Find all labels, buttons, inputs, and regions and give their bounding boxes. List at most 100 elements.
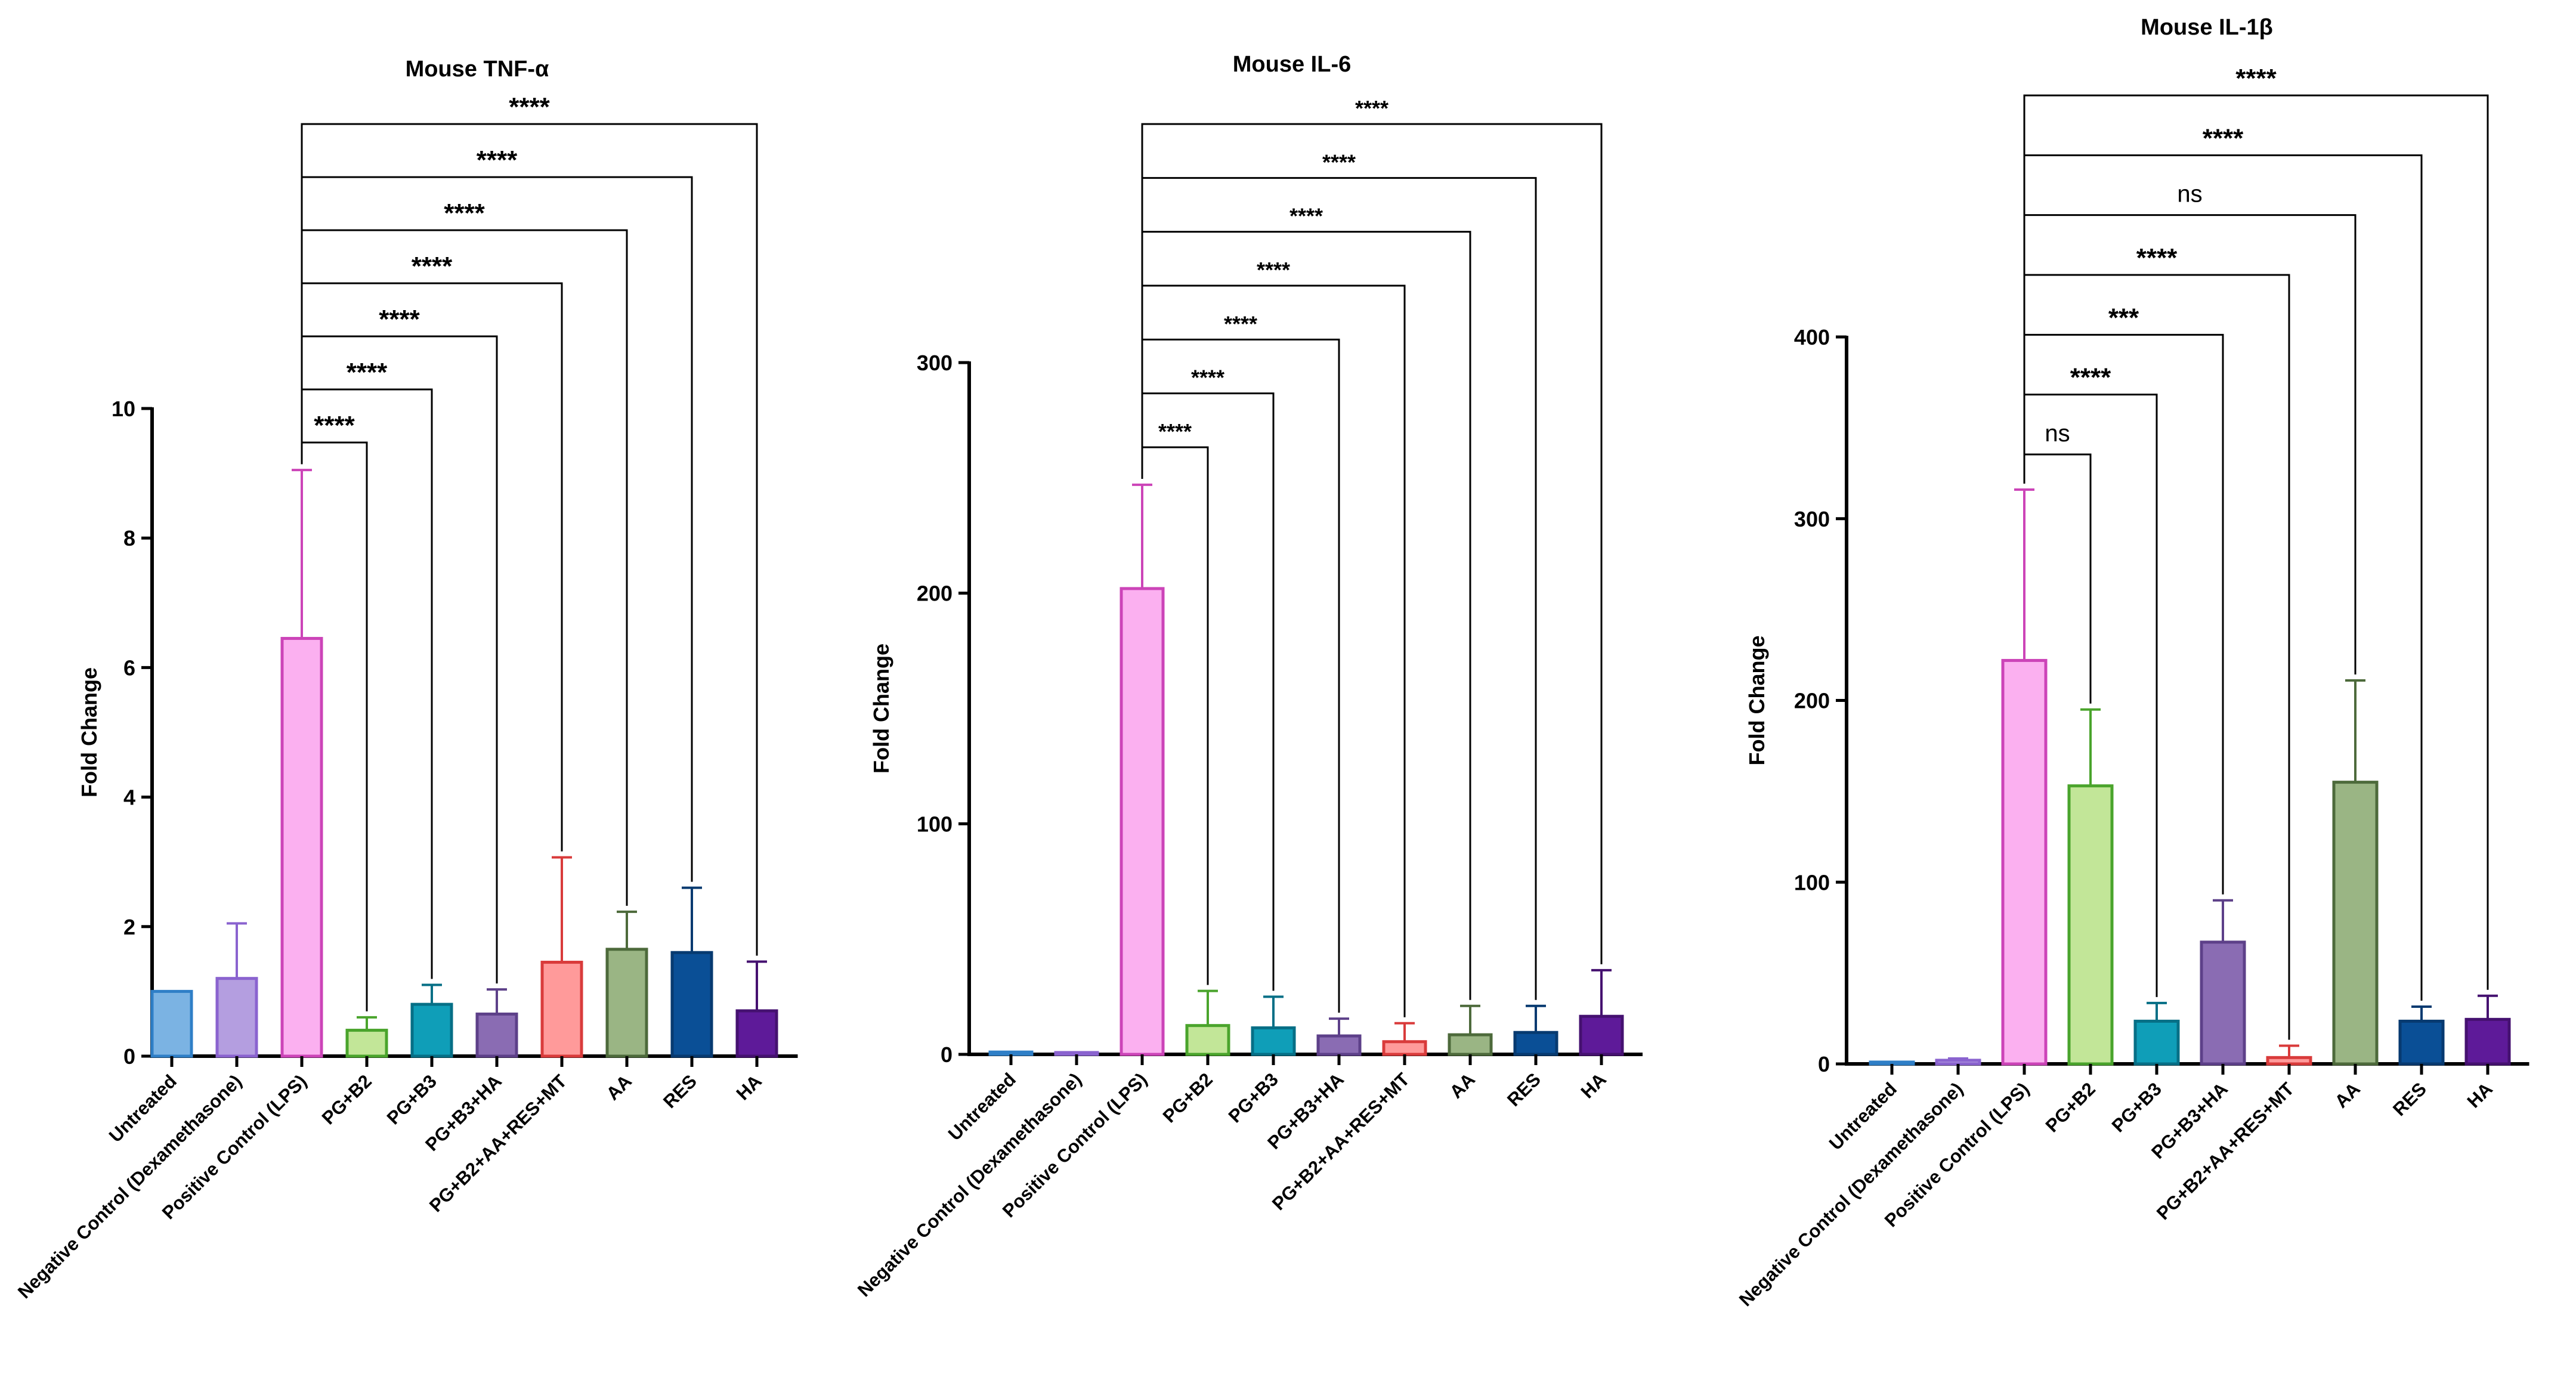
bar-9 <box>670 951 713 1058</box>
x-tick-label: HA <box>1577 1069 1610 1102</box>
chart-title: Mouse TNF-α <box>406 57 549 82</box>
y-tick-label: 8 <box>123 526 135 550</box>
y-axis-label: Fold Change <box>77 667 101 797</box>
significance-label: **** <box>314 411 355 440</box>
y-axis-label: Fold Change <box>869 643 893 773</box>
x-tick-label: PG+B2 <box>2042 1078 2099 1136</box>
bar-10 <box>735 1009 778 1058</box>
x-tick-label: PG+B2+AA+RES+MT <box>2153 1078 2298 1224</box>
bar-7 <box>1382 1040 1427 1056</box>
significance-label: **** <box>1158 419 1192 444</box>
bar-8 <box>605 948 648 1058</box>
significance-label: **** <box>444 199 485 228</box>
bar-8 <box>2332 781 2379 1066</box>
x-tick-label: RES <box>659 1070 701 1112</box>
bar-6 <box>475 1012 518 1058</box>
significance-label: **** <box>1289 204 1323 228</box>
y-tick-label: 100 <box>1794 870 1830 895</box>
bar-4 <box>2067 784 2114 1066</box>
significance-label: **** <box>1191 366 1224 390</box>
significance-label: **** <box>2203 123 2244 153</box>
y-tick-label: 300 <box>1794 507 1830 531</box>
significance-label: *** <box>2108 303 2139 332</box>
significance-label: **** <box>1257 258 1290 282</box>
x-tick-label: AA <box>2331 1078 2364 1112</box>
x-tick-label: AA <box>602 1070 636 1104</box>
y-axis-label: Fold Change <box>1745 636 1769 766</box>
significance-label: **** <box>1322 150 1356 174</box>
bar-3 <box>2001 658 2048 1066</box>
bar-6 <box>1316 1034 1362 1056</box>
y-tick-label: 400 <box>1794 325 1830 349</box>
significance-label: **** <box>2136 243 2178 273</box>
y-tick-label: 6 <box>123 655 135 680</box>
significance-bracket <box>2023 333 2224 895</box>
significance-label: ns <box>2177 181 2202 208</box>
significance-bracket <box>301 229 628 906</box>
y-tick-label: 0 <box>1818 1052 1830 1076</box>
bar-5 <box>2133 1019 2180 1066</box>
x-tick-label: Negative Control (Dexamethasone) <box>14 1070 246 1302</box>
bar-2 <box>1054 1051 1099 1056</box>
significance-bracket <box>2023 214 2357 674</box>
significance-label: **** <box>1355 96 1388 120</box>
y-tick-label: 100 <box>917 812 953 836</box>
significance-label: **** <box>477 146 518 175</box>
significance-label: ns <box>2045 420 2070 447</box>
bar-1 <box>150 989 193 1058</box>
significance-label: **** <box>2235 64 2277 93</box>
x-tick-label: HA <box>2463 1078 2497 1112</box>
chart-title: Mouse IL-6 <box>1233 52 1351 77</box>
significance-bracket <box>1141 123 1603 964</box>
bar-9 <box>1513 1031 1558 1056</box>
bar-2 <box>215 977 258 1058</box>
bar-4 <box>345 1029 388 1058</box>
y-tick-label: 0 <box>123 1044 135 1069</box>
bar-9 <box>2398 1019 2445 1066</box>
significance-label: **** <box>379 305 420 334</box>
x-tick-label: PG+B3 <box>1224 1069 1282 1127</box>
y-tick-label: 300 <box>917 351 953 375</box>
y-tick-label: 2 <box>123 915 135 939</box>
x-tick-label: PG+B3 <box>383 1070 441 1128</box>
x-tick-label: RES <box>2389 1078 2430 1120</box>
x-tick-label: AA <box>1446 1069 1479 1102</box>
bar-3 <box>1120 587 1165 1056</box>
significance-bracket <box>2023 94 2489 990</box>
significance-bracket <box>1141 231 1471 1000</box>
bar-3 <box>280 637 323 1058</box>
bar-1 <box>1869 1060 1915 1066</box>
y-tick-label: 200 <box>1794 689 1830 713</box>
x-tick-label: PG+B2 <box>1159 1069 1217 1127</box>
bar-5 <box>1251 1026 1296 1056</box>
bar-7 <box>2266 1056 2312 1066</box>
significance-label: **** <box>347 358 388 387</box>
bar-7 <box>540 961 583 1058</box>
x-tick-label: HA <box>732 1070 766 1104</box>
y-tick-label: 200 <box>917 581 953 606</box>
y-tick-label: 4 <box>123 785 135 810</box>
y-tick-label: 10 <box>112 397 135 421</box>
bar-10 <box>2464 1017 2511 1066</box>
bar-8 <box>1448 1033 1493 1056</box>
bar-2 <box>1935 1059 1981 1066</box>
significance-label: **** <box>412 252 453 281</box>
significance-label: **** <box>509 92 550 122</box>
x-tick-label: PG+B2 <box>318 1070 376 1128</box>
bar-10 <box>1579 1014 1624 1056</box>
significance-bracket <box>301 123 758 956</box>
x-tick-label: RES <box>1503 1069 1545 1110</box>
significance-label: **** <box>2070 363 2111 392</box>
y-tick-label: 0 <box>941 1042 953 1067</box>
bar-5 <box>410 1002 453 1058</box>
chart-title: Mouse IL-1β <box>2141 15 2273 40</box>
bar-6 <box>2200 940 2246 1066</box>
bar-4 <box>1185 1024 1230 1056</box>
bar-1 <box>988 1050 1034 1056</box>
x-tick-label: PG+B3 <box>2108 1078 2166 1136</box>
